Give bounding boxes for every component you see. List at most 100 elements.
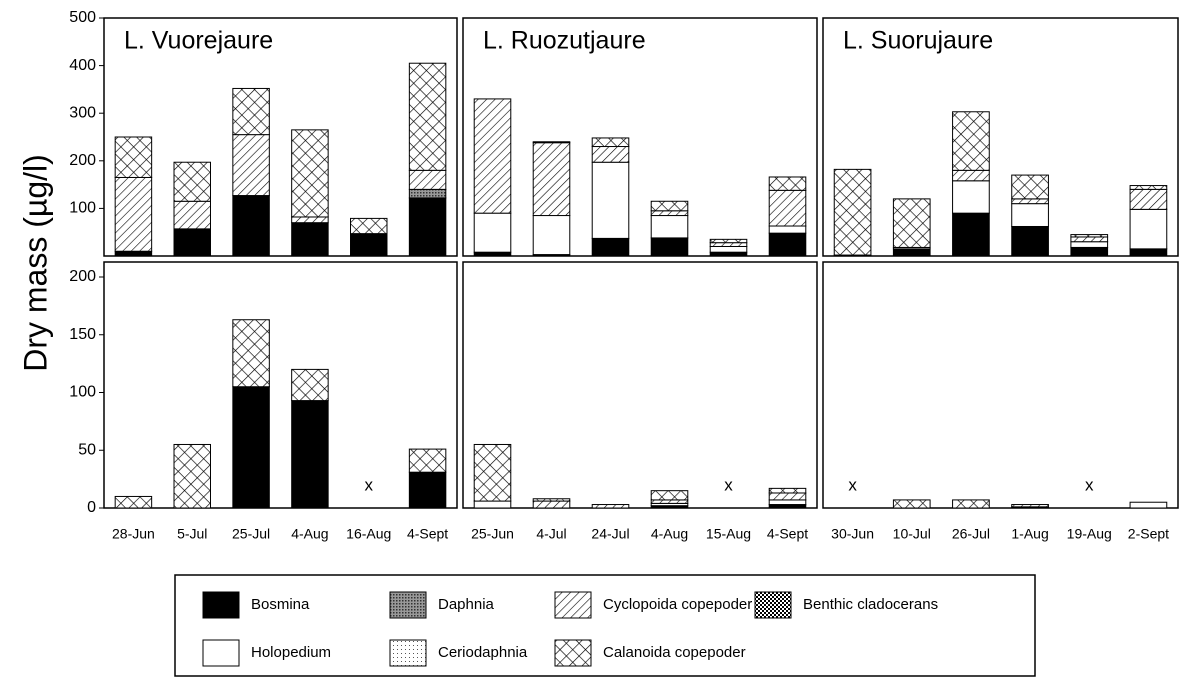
bar-segment bbox=[408, 471, 447, 509]
bar-segment bbox=[768, 176, 807, 191]
bar-segment bbox=[709, 245, 748, 253]
bar-segment bbox=[591, 146, 630, 163]
bar-segment bbox=[1011, 174, 1049, 200]
bar-segment bbox=[473, 212, 512, 253]
bar-segment bbox=[473, 98, 512, 214]
bar-segment bbox=[709, 251, 748, 257]
bar-segment bbox=[591, 504, 630, 509]
bar-segment bbox=[768, 492, 807, 501]
bar-segment bbox=[232, 319, 270, 388]
panel-title: L. Vuorejaure bbox=[124, 27, 273, 55]
bar-segment bbox=[1129, 208, 1168, 250]
x-tick-label: 26-Jul bbox=[952, 526, 990, 542]
bar-segment bbox=[833, 168, 872, 256]
bar-segment bbox=[473, 251, 512, 257]
bar-segment bbox=[952, 499, 990, 509]
y-tick-label: 200 bbox=[69, 268, 96, 285]
y-tick-label: 100 bbox=[69, 384, 96, 401]
bar-segment bbox=[1070, 246, 1109, 257]
bar-segment bbox=[892, 499, 931, 509]
legend-swatch bbox=[554, 639, 592, 667]
bar-segment bbox=[114, 250, 153, 257]
bar-segment bbox=[173, 443, 211, 509]
bar-segment bbox=[232, 134, 270, 197]
panel-frame bbox=[103, 261, 458, 509]
x-tick-label: 25-Jul bbox=[232, 526, 270, 542]
bar-segment bbox=[350, 233, 388, 257]
bar-segment bbox=[232, 87, 270, 136]
x-tick-label: 5-Jul bbox=[177, 526, 207, 542]
bar-segment bbox=[1011, 504, 1049, 508]
legend-swatch bbox=[202, 591, 240, 619]
missing-marker: x bbox=[724, 475, 733, 494]
y-axis-label: Dry mass (µg/l) bbox=[17, 154, 53, 372]
bar-segment bbox=[1011, 203, 1049, 227]
x-tick-label: 30-Jun bbox=[831, 526, 874, 542]
bar-segment bbox=[532, 215, 571, 256]
bar-segment bbox=[1070, 241, 1109, 248]
bar-segment bbox=[591, 137, 630, 148]
missing-marker: x bbox=[365, 475, 374, 494]
bar-segment bbox=[408, 197, 447, 257]
legend-swatch bbox=[389, 639, 427, 667]
panel-frame bbox=[822, 261, 1179, 509]
y-tick-label: 300 bbox=[69, 104, 96, 121]
bar-segment bbox=[408, 188, 447, 199]
bar-segment bbox=[768, 232, 807, 257]
bar-segment bbox=[1129, 248, 1168, 257]
bar-segment bbox=[291, 129, 329, 218]
bar-segment bbox=[892, 198, 931, 248]
missing-marker: x bbox=[848, 475, 857, 494]
legend-label: Bosmina bbox=[251, 596, 310, 613]
bar-segment bbox=[591, 161, 630, 239]
bar-segment bbox=[892, 248, 931, 257]
x-tick-label: 25-Jun bbox=[471, 526, 514, 542]
bar-segment bbox=[114, 495, 153, 509]
bar-segment bbox=[952, 212, 990, 257]
x-tick-label: 4-Sept bbox=[407, 526, 448, 542]
bar-segment bbox=[408, 448, 447, 473]
bar-segment bbox=[1129, 188, 1168, 210]
bar-segment bbox=[114, 136, 153, 178]
bar-segment bbox=[768, 504, 807, 509]
y-tick-label: 150 bbox=[69, 326, 96, 343]
bar-segment bbox=[709, 238, 748, 244]
bar-segment bbox=[952, 111, 990, 171]
legend-label: Benthic cladocerans bbox=[803, 596, 938, 613]
legend-swatch bbox=[389, 591, 427, 619]
bar-segment bbox=[768, 487, 807, 494]
y-tick-label: 0 bbox=[87, 499, 96, 516]
x-tick-label: 19-Aug bbox=[1067, 526, 1112, 542]
x-tick-label: 4-Jul bbox=[536, 526, 566, 542]
bar-segment bbox=[1070, 236, 1109, 243]
legend-label: Ceriodaphnia bbox=[438, 644, 528, 661]
bar-segment bbox=[1129, 501, 1168, 509]
x-tick-label: 2-Sept bbox=[1128, 526, 1169, 542]
bar-segment bbox=[173, 228, 211, 257]
x-tick-label: 4-Aug bbox=[291, 526, 328, 542]
panel-title: L. Ruozutjaure bbox=[483, 27, 646, 55]
y-tick-label: 100 bbox=[69, 200, 96, 217]
bar-segment bbox=[709, 242, 748, 247]
bar-segment bbox=[650, 237, 689, 257]
legend-swatch bbox=[554, 591, 592, 619]
x-tick-label: 15-Aug bbox=[706, 526, 751, 542]
legend-label: Cyclopoida copepoder bbox=[603, 596, 752, 613]
y-tick-label: 200 bbox=[69, 152, 96, 169]
bar-segment bbox=[532, 498, 571, 502]
bar-segment bbox=[591, 237, 630, 257]
panel-frame bbox=[103, 17, 458, 257]
bar-segment bbox=[532, 142, 571, 217]
legend-swatch bbox=[202, 639, 240, 667]
bar-segment bbox=[291, 216, 329, 224]
bar-segment bbox=[768, 189, 807, 227]
panel-frame bbox=[462, 261, 818, 509]
bar-segment bbox=[1070, 234, 1109, 238]
bar-segment bbox=[650, 200, 689, 212]
legend-label: Calanoida copepoder bbox=[603, 644, 746, 661]
bar-segment bbox=[952, 169, 990, 182]
bar-segment bbox=[1011, 225, 1049, 257]
bar-segment bbox=[650, 215, 689, 239]
bar-segment bbox=[291, 368, 329, 402]
